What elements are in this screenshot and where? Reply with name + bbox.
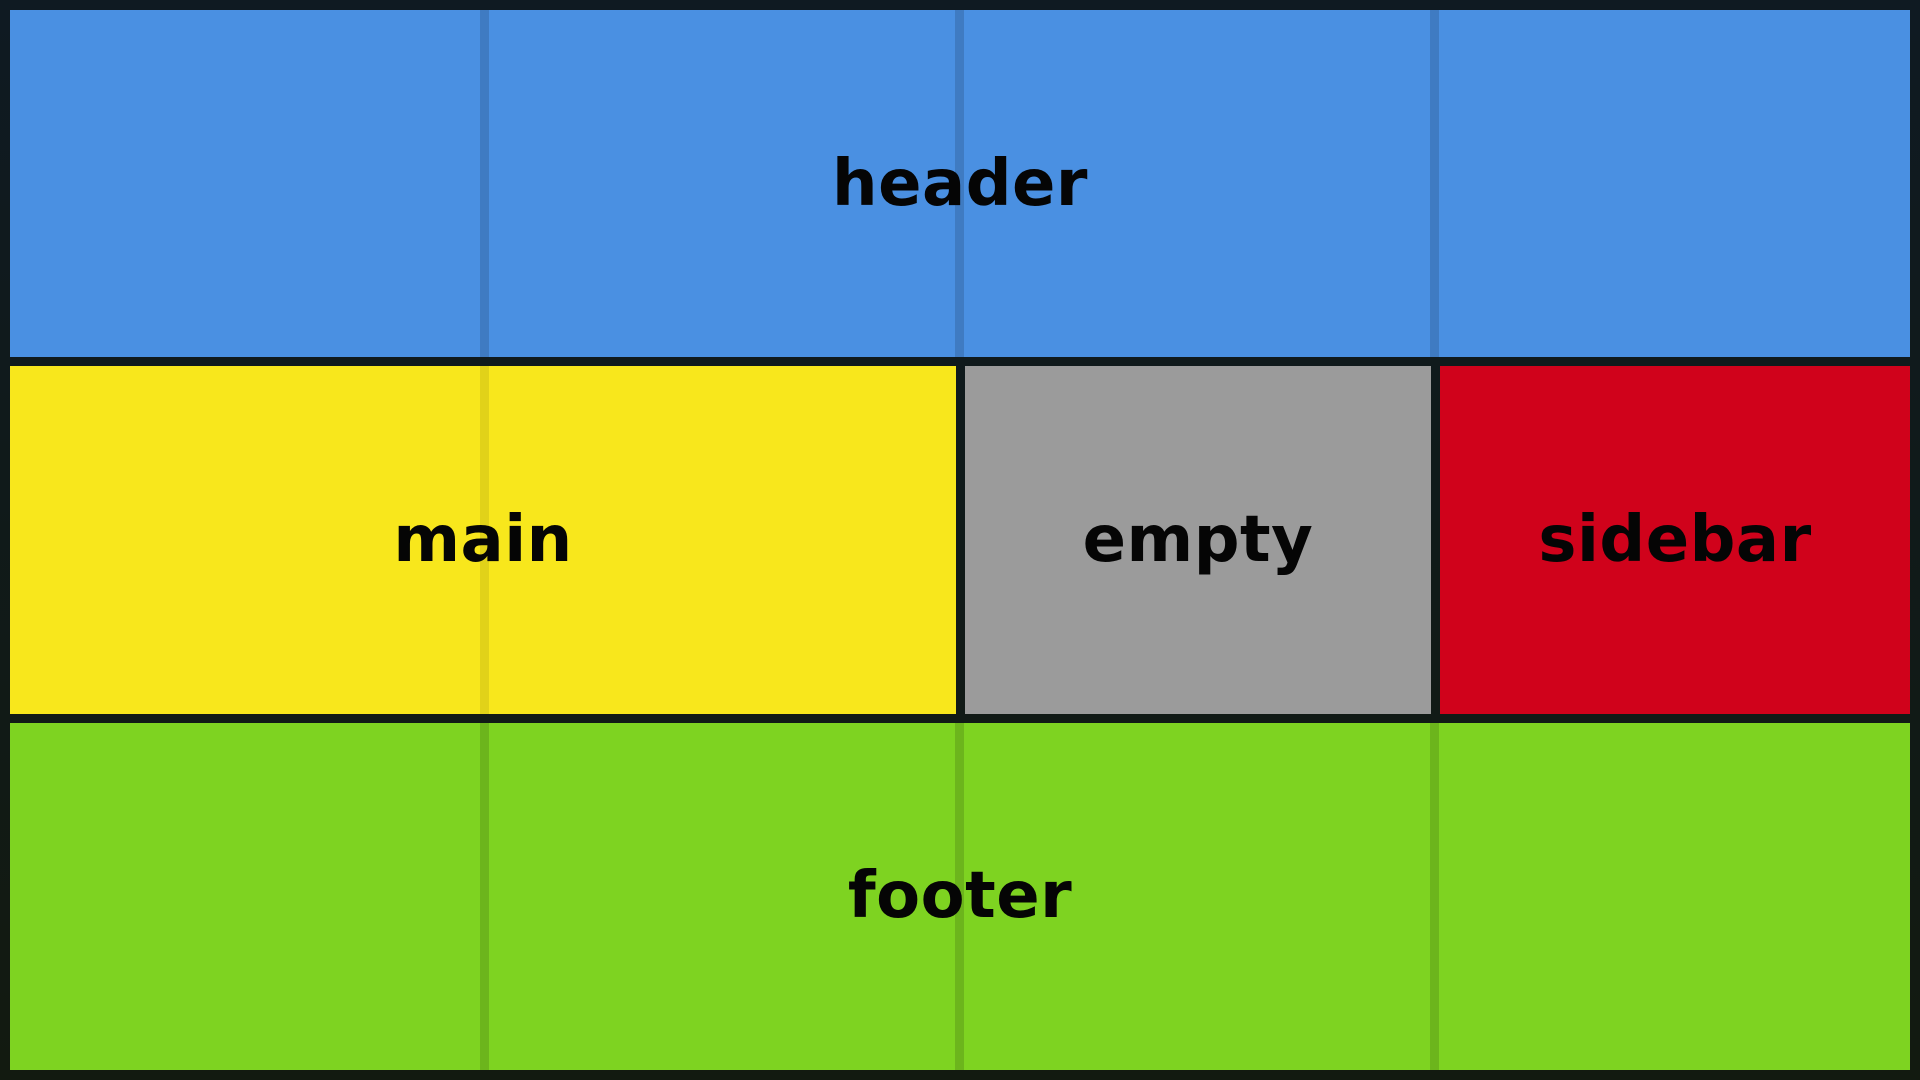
- footer-area: footer: [10, 722, 1910, 1070]
- grid-line-2: [955, 10, 964, 358]
- sidebar-label: sidebar: [1538, 502, 1812, 577]
- main-label: main: [393, 502, 573, 577]
- grid-line-2: [955, 722, 964, 1070]
- empty-area: empty: [965, 366, 1431, 714]
- header-area: header: [10, 10, 1910, 358]
- css-grid-layout: header main empty sidebar footer: [10, 10, 1910, 1070]
- footer-label: footer: [847, 859, 1073, 934]
- sidebar-area: sidebar: [1440, 366, 1910, 714]
- grid-line-1: [480, 10, 489, 358]
- main-area: main: [10, 366, 956, 714]
- grid-line-3: [1430, 722, 1439, 1070]
- empty-label: empty: [1082, 502, 1314, 577]
- header-label: header: [832, 146, 1088, 221]
- grid-line-3: [1430, 10, 1439, 358]
- grid-line-1: [480, 722, 489, 1070]
- grid-line-1: [480, 366, 489, 714]
